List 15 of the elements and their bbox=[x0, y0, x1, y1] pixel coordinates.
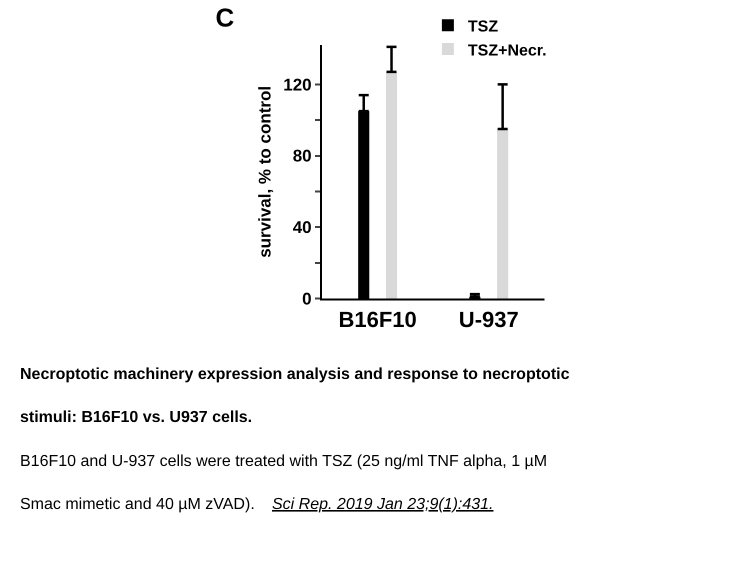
chart-title: C bbox=[215, 2, 234, 33]
x-tick-label: B16F10 bbox=[338, 306, 417, 332]
y-tick-label: 80 bbox=[292, 146, 312, 166]
text: Smac mimetic and 40 µM zVAD). bbox=[20, 496, 255, 513]
legend-label: TSZ bbox=[468, 18, 498, 36]
x-tick-label: U-937 bbox=[458, 306, 519, 332]
y-axis-title: survival, % to control bbox=[255, 86, 274, 258]
y-tick-label: 0 bbox=[302, 290, 312, 309]
text: stimuli: B16F10 vs. U937 cells. bbox=[20, 409, 252, 426]
y-tick-label: 120 bbox=[283, 75, 312, 94]
legend-label: TSZ+Necr. bbox=[468, 42, 547, 60]
text: Necroptotic machinery expression analysis and response to necroptotic bbox=[20, 366, 570, 383]
text: B16F10 and U-937 cells were treated with TSZ (25 ng/ml TNF alpha, 1 µM bbox=[20, 453, 548, 470]
y-tick-label: 40 bbox=[292, 218, 312, 238]
text: Sci Rep. 2019 Jan 23;9(1):431. bbox=[272, 496, 494, 513]
